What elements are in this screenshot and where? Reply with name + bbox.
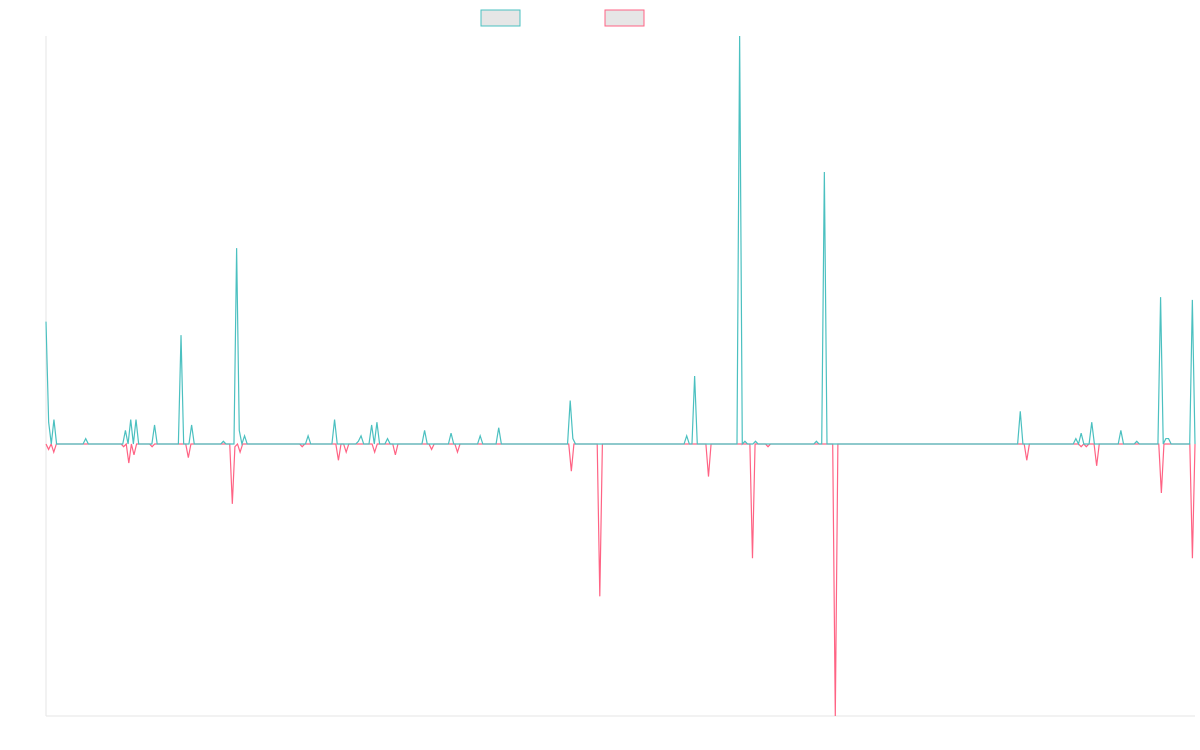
legend-swatch-b [604, 9, 645, 27]
legend-swatch-a [480, 9, 521, 27]
axes [45, 36, 1195, 717]
series-layer [45, 35, 1196, 717]
legend [480, 9, 645, 27]
series-line-a [45, 35, 1196, 447]
series-line-b [45, 442, 1196, 717]
